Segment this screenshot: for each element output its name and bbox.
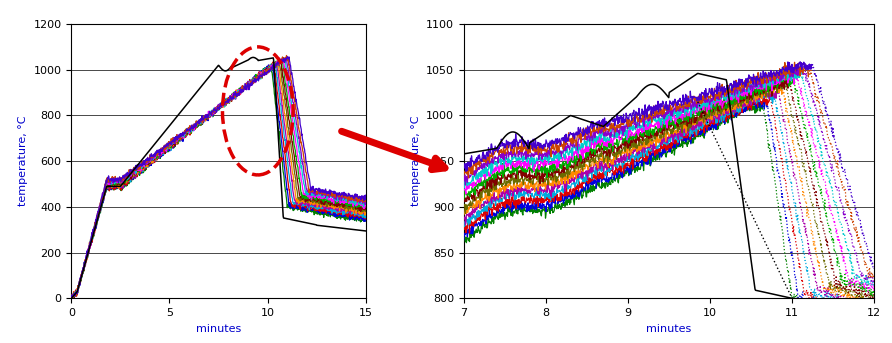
X-axis label: minutes: minutes: [647, 324, 691, 334]
Y-axis label: temperature, °C: temperature, °C: [410, 116, 420, 206]
Y-axis label: temperature, °C: temperature, °C: [18, 116, 28, 206]
X-axis label: minutes: minutes: [196, 324, 241, 334]
